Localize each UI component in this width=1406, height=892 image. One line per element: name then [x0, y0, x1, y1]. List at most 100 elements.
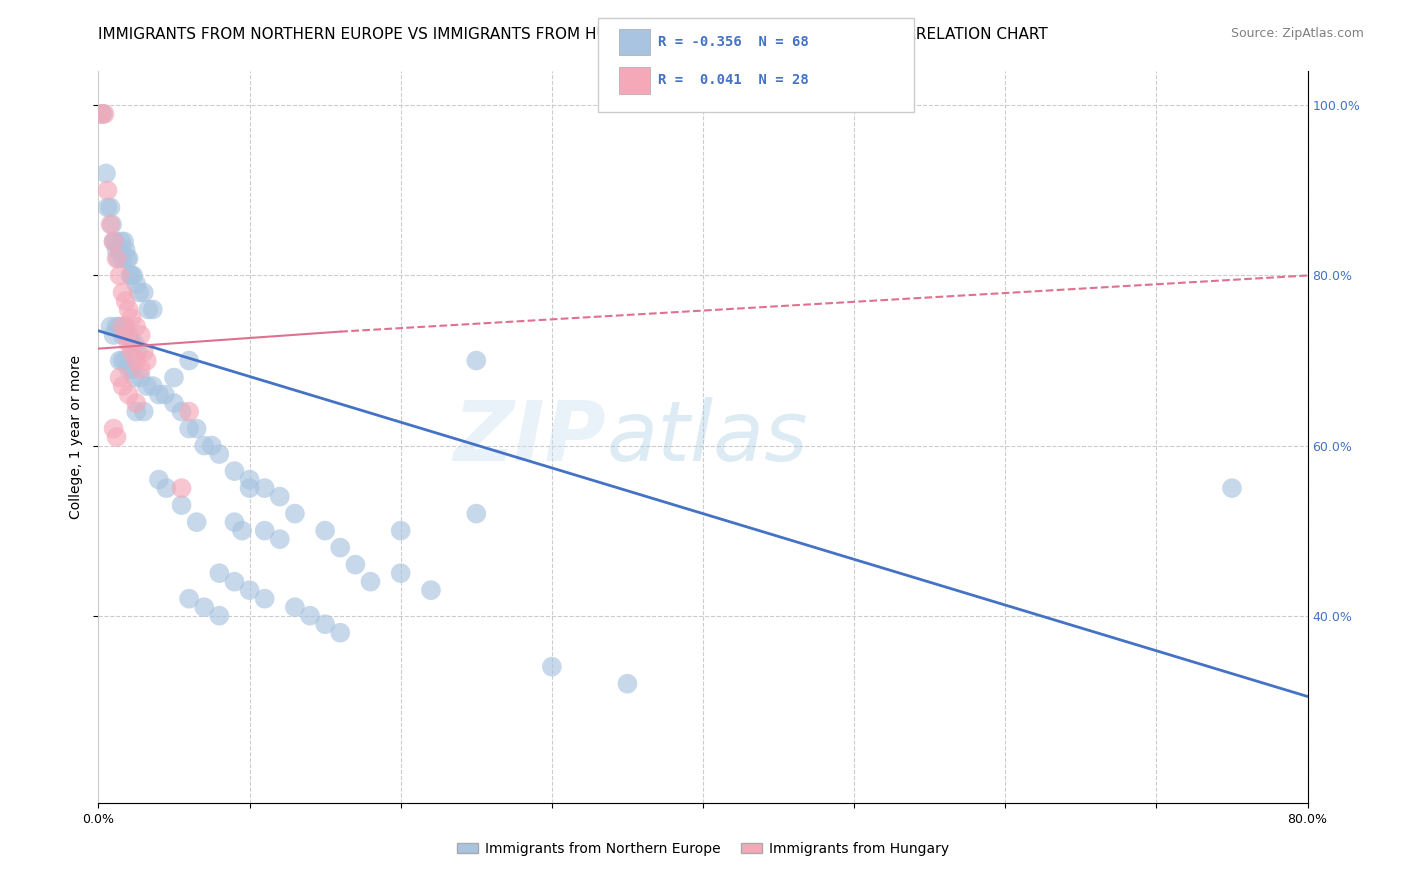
Point — [155, 481, 177, 495]
Point — [135, 353, 157, 368]
Point — [110, 235, 132, 249]
Point — [186, 515, 208, 529]
Point — [132, 404, 155, 418]
Point — [125, 353, 148, 368]
Point — [540, 659, 562, 673]
Point — [118, 362, 141, 376]
Point — [208, 447, 231, 461]
Point — [616, 677, 638, 691]
Point — [329, 625, 352, 640]
Point — [118, 336, 141, 351]
Point — [121, 345, 143, 359]
Text: IMMIGRANTS FROM NORTHERN EUROPE VS IMMIGRANTS FROM HUNGARY COLLEGE, 1 YEAR OR MO: IMMIGRANTS FROM NORTHERN EUROPE VS IMMIG… — [98, 27, 1047, 42]
Point — [125, 277, 148, 291]
Point — [269, 490, 291, 504]
Point — [179, 404, 201, 418]
Point — [129, 370, 152, 384]
Point — [208, 608, 231, 623]
Point — [111, 285, 134, 300]
Point — [105, 319, 128, 334]
Point — [103, 235, 125, 249]
Point — [111, 252, 134, 266]
Point — [93, 107, 115, 121]
Point — [1220, 481, 1243, 495]
Point — [108, 319, 131, 334]
Point — [284, 600, 307, 615]
Point — [132, 285, 155, 300]
Point — [111, 319, 134, 334]
Point — [118, 252, 141, 266]
Point — [90, 107, 112, 121]
Point — [239, 481, 262, 495]
Point — [108, 370, 131, 384]
Point — [465, 353, 488, 368]
Point — [107, 252, 129, 266]
Point — [115, 252, 138, 266]
Point — [201, 439, 224, 453]
Point — [163, 370, 186, 384]
Point — [105, 252, 128, 266]
Point — [120, 268, 142, 283]
Point — [108, 243, 131, 257]
Point — [148, 387, 170, 401]
Point — [389, 524, 412, 538]
Point — [101, 218, 124, 232]
Point — [91, 107, 114, 121]
Point — [193, 439, 215, 453]
Point — [135, 379, 157, 393]
Point — [121, 268, 143, 283]
Point — [360, 574, 382, 589]
Point — [122, 268, 145, 283]
Point — [314, 617, 336, 632]
Point — [108, 353, 131, 368]
Point — [114, 353, 136, 368]
Point — [170, 498, 193, 512]
Point — [105, 243, 128, 257]
Text: R =  0.041  N = 28: R = 0.041 N = 28 — [658, 73, 808, 87]
Point — [136, 302, 159, 317]
Point — [114, 243, 136, 257]
Point — [118, 302, 141, 317]
Point — [179, 591, 201, 606]
Point — [344, 558, 367, 572]
Point — [170, 481, 193, 495]
Point — [179, 353, 201, 368]
Point — [231, 524, 253, 538]
Text: ZIP: ZIP — [454, 397, 606, 477]
Point — [153, 387, 176, 401]
Point — [253, 524, 276, 538]
Point — [208, 566, 231, 581]
Point — [389, 566, 412, 581]
Point — [125, 396, 148, 410]
Point — [269, 532, 291, 546]
Point — [239, 473, 262, 487]
Legend: Immigrants from Northern Europe, Immigrants from Hungary: Immigrants from Northern Europe, Immigra… — [451, 837, 955, 862]
Point — [142, 379, 165, 393]
Point — [132, 345, 155, 359]
Y-axis label: College, 1 year or more: College, 1 year or more — [69, 355, 83, 519]
Point — [104, 235, 127, 249]
Point — [112, 235, 135, 249]
Point — [96, 201, 118, 215]
Point — [105, 430, 128, 444]
Point — [103, 328, 125, 343]
Point — [125, 319, 148, 334]
Point — [94, 166, 117, 180]
Text: R = -0.356  N = 68: R = -0.356 N = 68 — [658, 35, 808, 49]
Point — [186, 421, 208, 435]
Point — [284, 507, 307, 521]
Point — [100, 218, 122, 232]
Point — [129, 362, 152, 376]
Point — [314, 524, 336, 538]
Point — [224, 515, 246, 529]
Point — [108, 268, 131, 283]
Point — [329, 541, 352, 555]
Point — [299, 608, 322, 623]
Point — [124, 336, 146, 351]
Point — [96, 183, 118, 197]
Point — [124, 370, 146, 384]
Point — [103, 235, 125, 249]
Point — [118, 328, 141, 343]
Point — [121, 311, 143, 326]
Point — [127, 345, 149, 359]
